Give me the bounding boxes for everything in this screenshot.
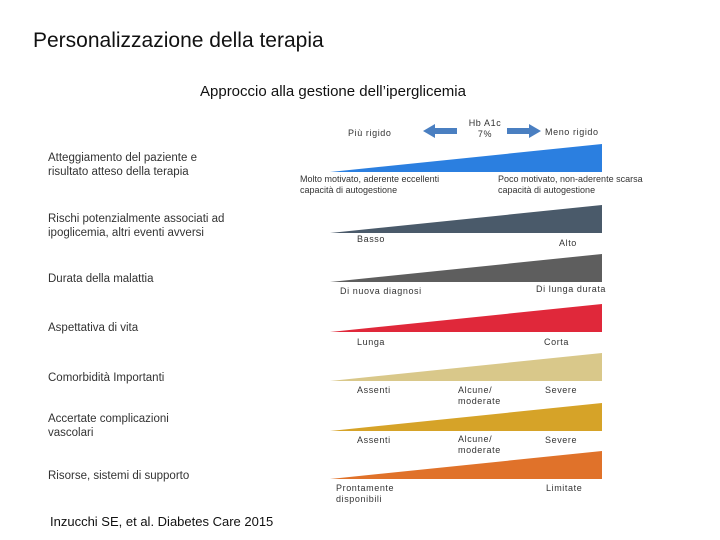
wedge-duration-left-text: Di nuova diagnosi — [340, 286, 422, 296]
header-right-label: Meno rigido — [545, 127, 599, 137]
row-label-duration: Durata della malattia — [48, 273, 154, 285]
wedge-attitude — [330, 144, 602, 172]
wedge-comorbidities-left-text: Assenti — [357, 385, 391, 395]
page-title: Personalizzazione della terapia — [33, 29, 324, 52]
wedge-resources-right-text: Limitate — [546, 483, 583, 493]
wedge-comorbidities — [330, 353, 602, 381]
row-label-life-expectancy: Aspettativa di vita — [48, 322, 139, 334]
row-label-resources: Risorse, sistemi di supporto — [48, 470, 190, 482]
wedge-duration — [330, 254, 602, 282]
wedge-attitude-right-text: Poco motivato, non-aderente scarsa capac… — [498, 174, 643, 195]
wedge-vascular-complications — [330, 403, 602, 431]
page-subtitle: Approccio alla gestione dell’iperglicemi… — [200, 83, 466, 100]
wedge-risks-left-text: Basso — [357, 234, 386, 244]
wedge-risks — [330, 205, 602, 233]
double-arrow-icon — [423, 123, 541, 144]
citation: Inzucchi SE, et al. Diabetes Care 2015 — [50, 514, 274, 529]
wedge-duration-right-text: Di lunga durata — [536, 284, 607, 294]
wedge-vascular-complications-mid-text: Alcune/ moderate — [458, 434, 501, 455]
row-label-risks: Rischi potenzialmente associati ad ipogl… — [48, 213, 225, 239]
wedge-risks-right-text: Alto — [559, 238, 577, 248]
row-label-attitude: Atteggiamento del paziente e risultato a… — [48, 152, 197, 178]
wedge-life-expectancy-left-text: Lunga — [357, 337, 386, 347]
wedge-vascular-complications-left-text: Assenti — [357, 435, 391, 445]
wedge-resources — [330, 451, 602, 479]
wedge-resources-left-text: Prontamente disponibili — [336, 483, 395, 504]
wedge-life-expectancy — [330, 304, 602, 332]
row-label-vascular-complications: Accertate complicazioni vascolari — [48, 413, 169, 439]
hba1c-label: Hb A1c 7% — [468, 118, 502, 139]
header-left-label: Più rigido — [348, 128, 392, 138]
wedge-life-expectancy-right-text: Corta — [544, 337, 570, 347]
wedge-comorbidities-mid-text: Alcune/ moderate — [458, 385, 501, 406]
wedge-attitude-left-text: Molto motivato, aderente eccellenti capa… — [300, 174, 440, 195]
row-label-comorbidities: Comorbidità Importanti — [48, 372, 165, 384]
wedge-comorbidities-right-text: Severe — [545, 385, 578, 395]
wedge-vascular-complications-right-text: Severe — [545, 435, 578, 445]
